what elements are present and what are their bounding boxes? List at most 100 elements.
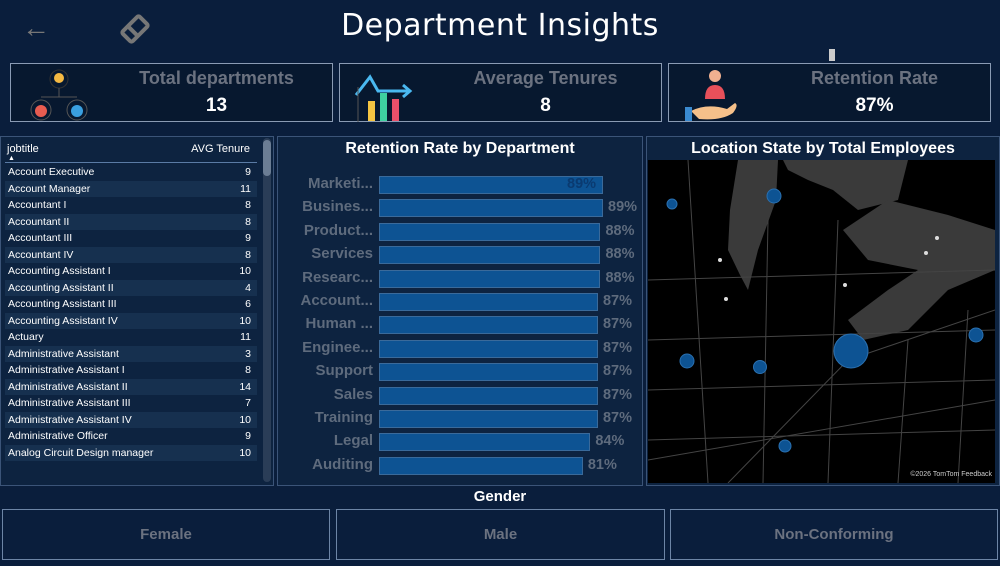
- map-bubble[interactable]: [778, 439, 792, 453]
- bar-product[interactable]: [379, 222, 601, 241]
- bar-marketi[interactable]: [379, 176, 603, 194]
- chart-title: Retention Rate by Department: [345, 140, 575, 157]
- avg-tenure-cell: 8: [245, 215, 251, 228]
- bar-value-label: 89%: [608, 199, 638, 216]
- bar-auditing[interactable]: [379, 456, 583, 475]
- jobtitle-cell: Account Executive: [8, 166, 95, 178]
- jobtitle-cell: Administrative Assistant II: [8, 380, 128, 393]
- bar-busines[interactable]: [379, 199, 603, 218]
- eraser-icon[interactable]: [118, 12, 152, 46]
- table-row[interactable]: Accountant II 8: [5, 213, 257, 230]
- bar-sales[interactable]: [379, 386, 598, 405]
- gender-option-female[interactable]: Female: [2, 509, 330, 560]
- bar-account[interactable]: [379, 293, 598, 311]
- bar-legal[interactable]: [379, 433, 591, 452]
- bar-human[interactable]: [379, 316, 598, 335]
- jobtitle-cell: Administrative Assistant IV: [8, 413, 132, 426]
- jobtitle-cell: Account Manager: [8, 182, 91, 195]
- kpi-card-average-tenures: Average Tenures 8: [339, 63, 662, 122]
- bar-enginee[interactable]: [379, 339, 598, 358]
- column-header-jobtitle[interactable]: jobtitle: [7, 143, 39, 155]
- kpi-card-retention-rate: Retention Rate 87%: [668, 63, 991, 122]
- avg-tenure-cell: 10: [239, 446, 251, 459]
- table-row[interactable]: Accounting Assistant IV 10: [5, 312, 257, 329]
- kpi-label: Retention Rate: [810, 68, 938, 88]
- bar-value-label: 87%: [602, 293, 632, 309]
- map-bubble[interactable]: [666, 198, 678, 210]
- scrollbar-thumb[interactable]: [263, 140, 271, 176]
- kpi-value: 13: [205, 95, 228, 116]
- jobtitle-cell: Analog Circuit Design manager: [8, 446, 154, 459]
- retention-bar-chart: Retention Rate by Department Marketi... 8…: [277, 136, 643, 486]
- bar-category-label: Researc...: [302, 268, 373, 286]
- table-row[interactable]: Administrative Assistant III 7: [5, 395, 257, 411]
- gender-option-male[interactable]: Male: [336, 509, 665, 560]
- avg-tenure-cell: 10: [239, 265, 251, 277]
- table-row[interactable]: Actuary 11: [5, 329, 257, 345]
- table-row[interactable]: Accountant III 9: [5, 230, 257, 246]
- kpi-value: 87%: [855, 95, 894, 116]
- bar-category-label: Support: [315, 362, 374, 380]
- bar-category-label: Training: [314, 409, 373, 426]
- column-header-avg-tenure[interactable]: AVG Tenure: [191, 143, 250, 155]
- bar-services[interactable]: [379, 246, 601, 265]
- map-canvas[interactable]: ©2026 TomTom Feedback: [647, 159, 996, 484]
- gender-option-non-conforming[interactable]: Non-Conforming: [670, 509, 998, 560]
- map-bubble[interactable]: [679, 353, 695, 369]
- table-row[interactable]: Accounting Assistant III 6: [5, 296, 257, 312]
- table-row[interactable]: Analog Circuit Design manager 10: [5, 444, 257, 461]
- table-row[interactable]: Administrative Assistant I 8: [5, 362, 257, 378]
- bar-value-label: 89%: [567, 176, 597, 192]
- table-row[interactable]: Accounting Assistant II 4: [5, 279, 257, 296]
- bar-category-label: Marketi...: [307, 175, 373, 192]
- jobtitle-cell: Actuary: [8, 331, 44, 343]
- bar-value-label: 87%: [602, 316, 632, 333]
- jobtitle-cell: Accountant II: [8, 215, 70, 228]
- map-bubble[interactable]: [833, 333, 869, 369]
- bar-value-label: 81%: [587, 456, 617, 473]
- avg-tenure-cell: 6: [245, 298, 251, 310]
- jobtitle-cell: Accounting Assistant I: [8, 265, 111, 277]
- table-row[interactable]: Accounting Assistant I 10: [5, 263, 257, 279]
- avg-tenure-cell: 3: [245, 347, 251, 360]
- avg-tenure-cell: 9: [245, 232, 251, 244]
- bar-category-label: Services: [311, 245, 373, 263]
- jobtitle-cell: Accountant I: [8, 199, 67, 211]
- jobtitle-cell: Administrative Assistant III: [8, 397, 131, 409]
- kpi-label: Average Tenures: [473, 68, 618, 88]
- header-divider: [5, 162, 257, 163]
- table-row[interactable]: Account Executive 9: [5, 164, 257, 180]
- avg-tenure-cell: 9: [245, 166, 251, 178]
- table-row[interactable]: Administrative Officer 9: [5, 428, 257, 444]
- avg-tenure-cell: 10: [239, 413, 251, 426]
- jobtitle-cell: Accounting Assistant IV: [8, 314, 118, 327]
- table-row[interactable]: Administrative Assistant 3: [5, 345, 257, 362]
- avg-tenure-cell: 10: [239, 314, 251, 327]
- table-row[interactable]: Administrative Assistant II 14: [5, 378, 257, 395]
- bar-researc[interactable]: [379, 269, 601, 288]
- jobtitle-cell: Accounting Assistant II: [8, 281, 114, 294]
- jobtitle-cell: Administrative Assistant I: [8, 364, 125, 376]
- sort-ascending-icon[interactable]: ▲: [8, 155, 15, 162]
- avg-tenure-cell: 8: [245, 248, 251, 261]
- table-row[interactable]: Administrative Assistant IV 10: [5, 411, 257, 428]
- bar-value-label: 87%: [602, 410, 632, 426]
- map-bubble[interactable]: [766, 188, 782, 204]
- map-bubble[interactable]: [968, 327, 984, 343]
- map-bubble[interactable]: [753, 360, 767, 374]
- table-row[interactable]: Accountant I 8: [5, 197, 257, 213]
- org-chart-icon: [30, 69, 88, 121]
- bar-support[interactable]: [379, 363, 598, 382]
- kpi-value: 8: [540, 95, 551, 116]
- bar-value-label: 88%: [605, 222, 635, 239]
- table-row[interactable]: Account Manager 11: [5, 180, 257, 197]
- map-attribution[interactable]: ©2026 TomTom Feedback: [910, 471, 992, 478]
- arrow-left-icon[interactable]: ←: [22, 12, 50, 43]
- bar-training[interactable]: [379, 410, 598, 428]
- table-row[interactable]: Accountant IV 8: [5, 246, 257, 263]
- cursor-marker: [829, 49, 835, 61]
- bar-category-label: Human ...: [305, 315, 373, 333]
- bar-value-label: 87%: [602, 363, 632, 380]
- kpi-card-total-departments: Total departments 13: [10, 63, 333, 122]
- table-scrollbar[interactable]: [263, 138, 271, 482]
